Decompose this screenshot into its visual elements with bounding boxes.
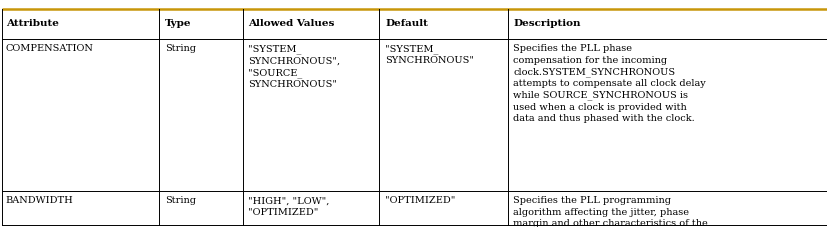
Text: Default: Default xyxy=(385,19,428,28)
Text: "SYSTEM_
SYNCHRONOUS",
"SOURCE_
SYNCHRONOUS": "SYSTEM_ SYNCHRONOUS", "SOURCE_ SYNCHRON… xyxy=(248,44,340,89)
Text: Allowed Values: Allowed Values xyxy=(248,19,334,28)
Text: "SYSTEM_
SYNCHRONOUS": "SYSTEM_ SYNCHRONOUS" xyxy=(385,44,473,65)
Text: "OPTIMIZED": "OPTIMIZED" xyxy=(385,196,455,205)
Text: Attribute: Attribute xyxy=(6,19,59,28)
Text: BANDWIDTH: BANDWIDTH xyxy=(6,196,74,205)
Text: "HIGH", "LOW",
"OPTIMIZED": "HIGH", "LOW", "OPTIMIZED" xyxy=(248,196,329,217)
Text: Specifies the PLL phase
compensation for the incoming
clock.SYSTEM_SYNCHRONOUS
a: Specifies the PLL phase compensation for… xyxy=(513,44,705,123)
Text: Description: Description xyxy=(513,19,581,28)
Text: Type: Type xyxy=(165,19,191,28)
Text: String: String xyxy=(165,44,195,53)
Text: String: String xyxy=(165,196,195,205)
Text: Specifies the PLL programming
algorithm affecting the jitter, phase
margin and o: Specifies the PLL programming algorithm … xyxy=(513,196,707,227)
Text: COMPENSATION: COMPENSATION xyxy=(6,44,93,53)
